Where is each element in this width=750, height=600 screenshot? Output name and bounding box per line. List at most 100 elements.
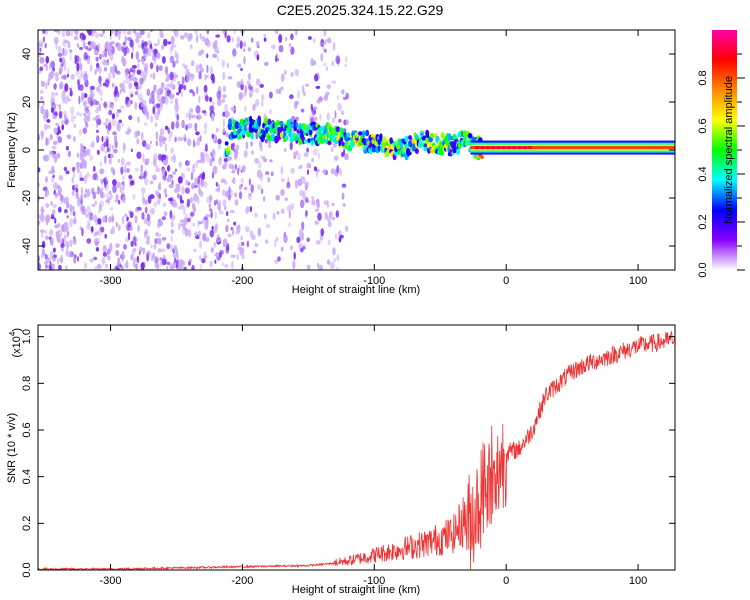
spectrogram-noise-cell bbox=[200, 179, 204, 188]
spectrogram-ridge-cell bbox=[231, 125, 236, 130]
spectrogram-noise-cell bbox=[123, 243, 127, 250]
spectrogram-noise-cell bbox=[39, 56, 45, 64]
spectrogram-noise-cell bbox=[302, 178, 306, 185]
spectrogram-noise-cell bbox=[293, 251, 296, 260]
spectrogram-noise-cell bbox=[97, 85, 101, 93]
spectrogram-noise-cell bbox=[226, 62, 230, 69]
spectrogram-noise-cell bbox=[166, 261, 171, 266]
spectrogram-noise-cell bbox=[333, 143, 337, 148]
spectrogram-noise-cell bbox=[44, 30, 49, 35]
spectrogram-noise-cell bbox=[174, 74, 179, 79]
spectrogram-noise-cell bbox=[236, 36, 241, 44]
spectrogram-noise-cell bbox=[111, 103, 114, 110]
spectrogram-noise-cell bbox=[144, 228, 148, 236]
spectrogram-noise-cell bbox=[214, 211, 218, 219]
spectrogram-noise-cell bbox=[73, 30, 78, 34]
spectrogram-ridge-cell bbox=[288, 129, 292, 138]
spectrogram-noise-cell bbox=[91, 226, 94, 232]
spectrogram-noise-cell bbox=[176, 113, 180, 122]
spectrogram-noise-cell bbox=[184, 213, 188, 222]
spectrogram-noise-cell bbox=[322, 169, 327, 175]
spectrogram-noise-cell bbox=[344, 225, 349, 232]
spectrogram-noise-cell bbox=[183, 134, 187, 140]
spectrogram-noise-cell bbox=[196, 137, 201, 146]
spectrogram-noise-cell bbox=[254, 157, 259, 164]
spectrogram-noise-cell bbox=[94, 265, 98, 270]
spectrogram-noise-cell bbox=[280, 189, 285, 196]
spectrogram-x-tick-label: 0 bbox=[503, 275, 509, 287]
spectrogram-noise-cell bbox=[222, 111, 227, 117]
spectrogram-noise-cell bbox=[287, 222, 291, 227]
spectrogram-noise-cell bbox=[227, 218, 230, 223]
spectrogram-noise-cell bbox=[124, 165, 127, 174]
spectrogram-noise-cell bbox=[77, 256, 79, 262]
spectrogram-noise-cell bbox=[99, 160, 103, 168]
spectrogram-noise-cell bbox=[120, 88, 124, 92]
spectrogram-noise-cell bbox=[51, 145, 57, 150]
spectrogram-noise-cell bbox=[335, 267, 339, 270]
spectrogram-noise-cell bbox=[316, 200, 320, 209]
spectrogram-noise-cell bbox=[104, 79, 110, 88]
spectrogram-noise-cell bbox=[100, 179, 104, 185]
spectrogram-noise-cell bbox=[332, 247, 336, 256]
spectrogram-noise-cell bbox=[209, 105, 214, 113]
spectrogram-noise-cell bbox=[199, 173, 204, 179]
spectrogram-noise-cell bbox=[289, 94, 294, 100]
spectrogram-noise-cell bbox=[63, 66, 67, 71]
spectrogram-noise-cell bbox=[306, 237, 310, 243]
spectrogram-noise-cell bbox=[195, 131, 200, 136]
spectrogram-noise-cell bbox=[130, 93, 133, 98]
spectrogram-noise-cell bbox=[209, 66, 213, 75]
spectrogram-noise-cell bbox=[40, 205, 44, 215]
spectrogram-noise-cell bbox=[128, 115, 133, 121]
spectrogram-noise-cell bbox=[121, 191, 125, 196]
spectrogram-noise-cell bbox=[129, 211, 134, 219]
spectrogram-noise-cell bbox=[171, 84, 176, 90]
spectrogram-noise-cell bbox=[328, 211, 333, 218]
spectrogram-noise-cell bbox=[115, 111, 120, 118]
spectrogram-noise-cell bbox=[86, 205, 92, 215]
spectrogram-noise-cell bbox=[208, 203, 212, 209]
spectrogram-noise-cell bbox=[243, 41, 247, 48]
spectrogram-ridge-cell bbox=[334, 131, 339, 136]
spectrogram-noise-cell bbox=[200, 49, 204, 55]
spectrogram-noise-cell bbox=[320, 38, 325, 48]
spectrogram-ridge-cell bbox=[296, 132, 301, 138]
spectrogram-noise-cell bbox=[158, 193, 162, 200]
spectrogram-noise-cell bbox=[118, 119, 122, 124]
spectrogram-noise-cell bbox=[53, 254, 57, 258]
spectrogram-noise-cell bbox=[155, 140, 158, 147]
spectrogram-noise-cell bbox=[224, 264, 229, 268]
spectrogram-noise-cell bbox=[154, 43, 158, 47]
spectrogram-noise-cell bbox=[112, 71, 115, 79]
spectrogram-noise-cell bbox=[137, 224, 141, 233]
spectrogram-noise-cell bbox=[314, 73, 319, 82]
spectrogram-noise-cell bbox=[208, 194, 213, 202]
spectrogram-noise-cell bbox=[283, 234, 288, 244]
spectrogram-noise-cell bbox=[49, 229, 54, 237]
spectrogram-noise-cell bbox=[121, 250, 125, 259]
spectrogram-noise-cell bbox=[310, 58, 315, 67]
spectrogram-noise-cell bbox=[106, 248, 111, 255]
spectrogram-noise-cell bbox=[45, 202, 50, 208]
spectrogram-noise-cell bbox=[63, 209, 68, 214]
spectrogram-noise-cell bbox=[205, 143, 208, 152]
spectrogram-noise-cell bbox=[178, 258, 183, 267]
spectrogram-noise-cell bbox=[141, 39, 144, 44]
spectrogram-noise-cell bbox=[157, 38, 160, 46]
spectrogram-noise-cell bbox=[146, 52, 152, 57]
spectrogram-noise-cell bbox=[70, 114, 75, 124]
spectrogram-noise-cell bbox=[57, 52, 63, 58]
spectrogram-noise-cell bbox=[307, 36, 312, 40]
spectrogram-noise-cell bbox=[222, 71, 226, 81]
spectrogram-noise-cell bbox=[38, 167, 41, 173]
spectrogram-noise-cell bbox=[144, 66, 148, 74]
spectrogram-noise-cell bbox=[179, 219, 185, 223]
spectrogram-noise-cell bbox=[181, 90, 184, 98]
spectrogram-noise-cell bbox=[274, 259, 279, 264]
spectrogram-noise-cell bbox=[146, 252, 150, 262]
spectrogram-noise-cell bbox=[142, 140, 147, 148]
spectrogram-noise-cell bbox=[122, 42, 127, 46]
spectrogram-noise-cell bbox=[315, 240, 321, 245]
